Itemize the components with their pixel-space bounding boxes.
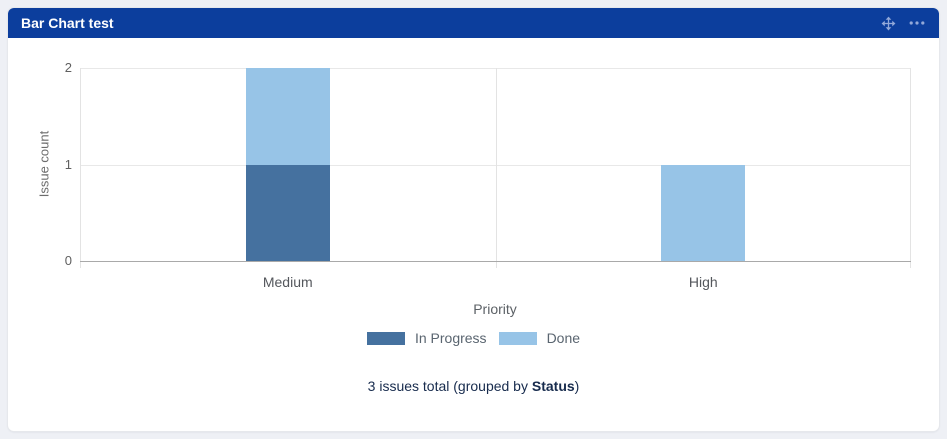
legend: In Progress Done xyxy=(8,330,939,346)
x-tick-label-medium: Medium xyxy=(262,274,313,290)
more-options-icon xyxy=(908,14,926,32)
drag-handle-button[interactable] xyxy=(878,13,898,33)
legend-label: Done xyxy=(546,330,581,346)
y-tick-label-2: 2 xyxy=(64,60,72,75)
y-tick-label-1: 1 xyxy=(64,157,72,172)
x-tick-label-high: High xyxy=(688,274,718,290)
summary-group-label: Status xyxy=(531,378,575,394)
bar-high-done[interactable] xyxy=(661,164,746,261)
legend-item-done[interactable]: Done xyxy=(498,330,581,346)
x-labels: Medium High xyxy=(80,274,911,292)
gadget-title: Bar Chart test xyxy=(21,15,114,31)
legend-swatch xyxy=(366,331,405,345)
x-axis-title: Priority xyxy=(473,301,517,317)
legend-label: In Progress xyxy=(414,330,487,346)
bar-chart-gadget: Bar Chart test xyxy=(8,8,939,431)
y-axis-title: Issue count xyxy=(36,130,52,198)
summary-suffix: ) xyxy=(574,378,580,394)
bar-medium-in-progress[interactable] xyxy=(245,164,330,261)
gadget-header-actions xyxy=(878,13,927,33)
gridline-x-left xyxy=(80,68,81,268)
legend-item-in-progress[interactable]: In Progress xyxy=(366,330,487,346)
gridline-x-mid xyxy=(495,68,497,268)
gadget-header: Bar Chart test xyxy=(8,8,939,38)
x-axis-line xyxy=(80,261,911,262)
drag-handle-icon xyxy=(881,16,896,31)
legend-swatch xyxy=(498,331,537,345)
chart-summary: 3 issues total (grouped by Status) xyxy=(8,378,939,394)
summary-prefix: 3 issues total (grouped by xyxy=(367,378,532,394)
gridline-x-right xyxy=(910,68,911,268)
y-tick-label-0: 0 xyxy=(64,253,72,268)
plot-area xyxy=(80,68,911,268)
bar-medium-done[interactable] xyxy=(245,68,330,165)
more-options-button[interactable] xyxy=(907,13,927,33)
